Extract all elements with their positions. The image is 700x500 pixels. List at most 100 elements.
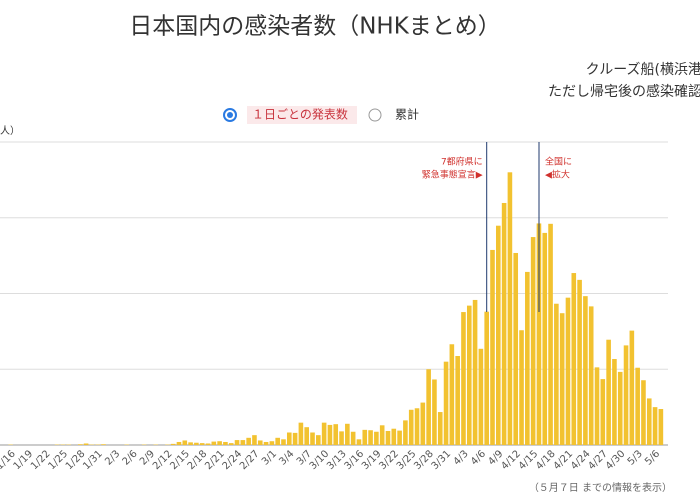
x-tick-label: 1/31 [81,448,105,472]
bar [414,408,420,445]
bar [484,311,489,445]
bar [298,422,304,445]
bar [554,303,559,445]
bar [617,371,623,445]
bar [281,439,286,445]
bar [321,422,327,445]
bar [252,435,257,445]
bar [490,249,495,445]
bar [658,409,664,445]
annotation: ◀拡大 [545,169,570,181]
bar [577,279,582,445]
footnote: （５月７日 までの情報を表示） [529,481,672,494]
bar [496,225,501,445]
bar [101,444,106,445]
bar [536,223,542,445]
bar [362,429,368,445]
x-tick-label: 3/1 [260,448,279,467]
x-tick-label: 3/31 [430,448,454,472]
bar [286,432,292,445]
option-label[interactable]: 累計 [395,107,419,122]
bar [571,273,577,445]
bar [385,430,391,445]
bar [525,271,530,445]
annotation: 全国に [545,156,572,168]
bar [228,443,234,445]
bar [327,424,333,445]
bar [379,425,385,445]
radio[interactable] [368,108,382,122]
bar [455,355,460,445]
bar [170,443,176,445]
bar [623,345,629,445]
bar [292,432,298,445]
bar [391,428,397,445]
bar [461,312,466,445]
bar [478,348,484,445]
bar [333,424,339,445]
bar [420,402,426,445]
bar [652,407,658,445]
x-tick-label: 3/4 [277,448,296,467]
x-tick-label: 2/6 [121,448,140,467]
annotation: 緊急事態宣言▶ [422,169,483,181]
bar [356,439,362,445]
bar [548,223,553,445]
bar [594,367,600,445]
bar [275,437,280,445]
bar [600,379,606,445]
bar [437,412,443,445]
bar [316,435,321,445]
bar [350,431,356,445]
option-highlight [247,106,357,124]
bar [246,437,251,445]
bar [629,330,635,445]
bar [403,420,408,445]
bar [199,443,205,445]
bar [339,431,344,445]
bar [606,339,611,445]
bar [519,330,524,445]
bar [217,441,222,445]
x-tick-label: 2/3 [103,448,122,467]
chart-title: 日本国内の感染者数（NHKまとめ） [129,14,501,40]
bar [397,430,402,445]
bar [641,380,646,445]
bar [205,443,211,445]
bar [466,305,472,445]
bar [211,441,217,445]
x-tick-label: 4/30 [604,448,628,472]
x-tick-label: 4/6 [469,448,488,467]
bar [368,430,373,445]
bar [310,432,315,445]
bar [83,443,89,445]
bar [374,431,379,445]
x-tick-label: 5/3 [626,448,645,467]
bar [263,441,269,445]
radio-dot [227,112,233,118]
bar [443,361,449,445]
bar [345,423,350,445]
bar [501,202,507,445]
bar [182,440,188,445]
bar [449,344,455,445]
bar [426,369,431,445]
bar [176,441,182,445]
bar [507,172,513,446]
annotation: 7都府県に [441,156,483,168]
bar [530,237,536,445]
bar [408,409,414,445]
bar [565,297,571,445]
bar [612,359,617,445]
bar [77,444,83,445]
x-tick-label: 4/3 [452,448,471,467]
bar [559,313,565,445]
option-label[interactable]: １日ごとの発表数 [252,107,348,122]
note: ただし帰宅後の感染確認 [548,83,700,100]
bar [542,232,548,445]
bar [432,379,437,445]
bar [194,442,199,445]
bar [304,427,310,445]
bar [513,252,519,445]
